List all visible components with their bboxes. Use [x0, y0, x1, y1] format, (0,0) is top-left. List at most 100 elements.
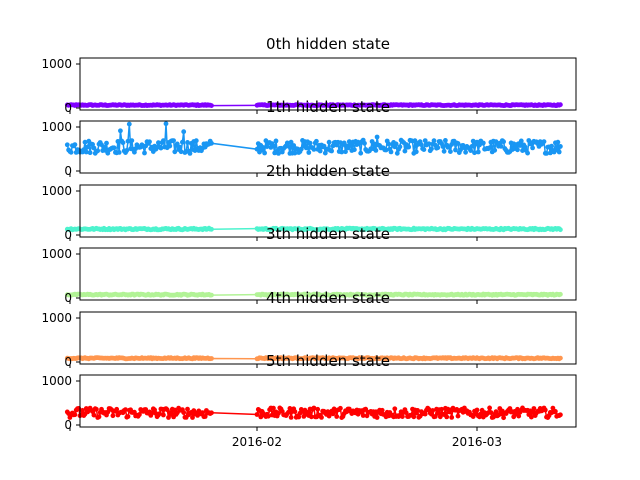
- data-point: [435, 145, 441, 151]
- data-point: [72, 142, 78, 148]
- data-point: [455, 413, 461, 419]
- data-point: [187, 151, 193, 156]
- data-point: [413, 149, 419, 155]
- data-point: [264, 144, 270, 150]
- data-point: [529, 414, 534, 420]
- data-point: [525, 150, 530, 156]
- data-point: [553, 409, 558, 414]
- data-point: [190, 415, 195, 420]
- panel-5: 5th hidden state 1000 0: [41, 352, 577, 432]
- data-point: [358, 150, 364, 156]
- panel-title-0: 0th hidden state: [266, 35, 390, 53]
- data-point: [292, 409, 298, 414]
- ytick-0-panel-4: 0: [64, 355, 72, 369]
- data-point: [516, 413, 522, 419]
- data-point: [458, 147, 463, 153]
- data-point: [422, 138, 428, 144]
- data-point: [266, 413, 271, 419]
- data-point: [468, 148, 474, 154]
- data-point: [262, 150, 267, 156]
- data-point: [426, 141, 432, 147]
- data-point: [87, 150, 93, 156]
- data-point: [292, 150, 298, 156]
- data-point: [501, 139, 506, 145]
- data-point: [125, 414, 131, 419]
- data-point: [339, 149, 345, 155]
- data-point: [64, 142, 70, 148]
- panel-4: 4th hidden state 1000 0: [41, 289, 577, 369]
- data-point: [334, 414, 340, 419]
- data-point: [530, 145, 535, 151]
- panel-frame-2: [79, 184, 577, 238]
- data-point: [95, 148, 101, 154]
- panel-3: 3th hidden state 1000 0: [41, 225, 577, 305]
- data-point: [114, 406, 120, 412]
- ytick-0-panel-3: 0: [64, 291, 72, 305]
- data-point: [105, 409, 111, 415]
- panel-frame-5: [79, 374, 577, 428]
- panel-frame-3: [79, 247, 577, 301]
- data-point: [558, 291, 563, 297]
- data-point: [286, 143, 291, 149]
- data-point: [180, 139, 185, 145]
- data-point: [455, 141, 461, 146]
- series-4: [64, 355, 563, 362]
- data-point: [286, 409, 291, 415]
- data-point: [541, 139, 547, 145]
- series-5: [64, 405, 563, 421]
- data-point: [480, 140, 486, 146]
- data-point: [544, 151, 549, 156]
- data-point: [68, 149, 74, 155]
- data-point: [161, 138, 166, 144]
- data-point: [487, 145, 492, 151]
- ytick-0-panel-5: 0: [64, 418, 72, 432]
- data-point: [171, 138, 177, 144]
- data-point: [430, 408, 436, 413]
- data-point: [260, 145, 266, 150]
- data-point: [104, 140, 109, 146]
- data-point: [472, 150, 477, 156]
- data-point: [85, 144, 90, 150]
- data-point: [549, 143, 554, 149]
- data-point: [393, 141, 399, 147]
- data-point: [91, 412, 97, 418]
- ytick-1000-panel-0: 1000: [41, 57, 72, 71]
- data-point: [392, 406, 398, 412]
- data-point: [306, 150, 312, 155]
- ytick-1000-panel-1: 1000: [41, 120, 72, 134]
- data-point: [555, 139, 561, 145]
- panel-frame-1: [79, 120, 577, 174]
- data-point: [542, 407, 548, 413]
- data-point: [412, 138, 418, 144]
- data-point: [346, 139, 352, 145]
- panel-title-1: 1th hidden state: [266, 98, 390, 116]
- data-point: [94, 406, 99, 412]
- data-point: [271, 143, 276, 149]
- ytick-1000-panel-2: 1000: [41, 184, 72, 198]
- data-point: [276, 151, 281, 156]
- data-point: [402, 148, 408, 154]
- data-point: [202, 414, 208, 419]
- data-point: [348, 142, 353, 148]
- data-point: [271, 405, 276, 411]
- data-point: [82, 139, 88, 145]
- data-point: [309, 414, 314, 420]
- data-point: [200, 410, 206, 416]
- data-point: [209, 226, 214, 232]
- series-3: [64, 291, 563, 298]
- data-point: [444, 414, 450, 420]
- data-point: [474, 407, 480, 413]
- data-point: [276, 410, 281, 416]
- data-point: [406, 144, 412, 150]
- data-point: [501, 415, 506, 421]
- data-point: [209, 410, 214, 416]
- data-point: [388, 149, 394, 155]
- data-point: [383, 147, 389, 153]
- data-point: [440, 144, 446, 149]
- data-point: [421, 147, 427, 153]
- xtick-label-2016-02: 2016-02: [232, 435, 282, 449]
- data-point: [163, 121, 169, 127]
- data-point: [125, 138, 131, 144]
- data-point: [178, 149, 184, 155]
